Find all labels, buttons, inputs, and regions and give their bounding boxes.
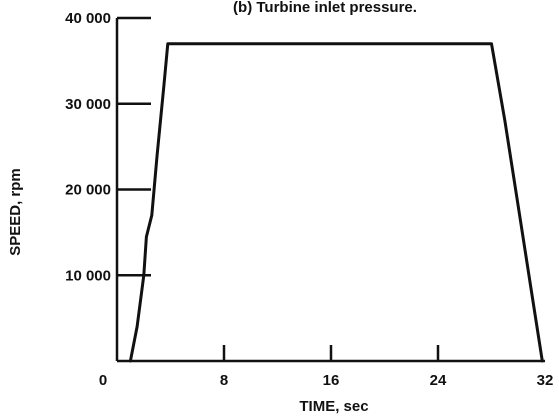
y-tick-label: 20 000 [65, 182, 111, 199]
y-tick-label: 30 000 [65, 96, 111, 113]
x-tick-label: 0 [99, 372, 107, 389]
y-tick-label: 40 000 [65, 10, 111, 27]
y-tick-label: 10 000 [65, 267, 111, 284]
x-axis-label: TIME, sec [299, 398, 368, 415]
x-tick-label: 8 [220, 372, 228, 389]
x-tick-label: 16 [323, 372, 340, 389]
x-tick-label: 24 [430, 372, 447, 389]
x-axis-ticks: 0 8 16 24 32 [99, 345, 554, 389]
y-axis-ticks: 10 000 20 000 30 000 40 000 [65, 10, 151, 284]
x-tick-label: 32 [537, 372, 554, 389]
y-axis-label: SPEED, rpm [7, 168, 24, 256]
speed-series-line [128, 42, 544, 363]
chart-subtitle: (b) Turbine inlet pressure. [233, 0, 417, 16]
